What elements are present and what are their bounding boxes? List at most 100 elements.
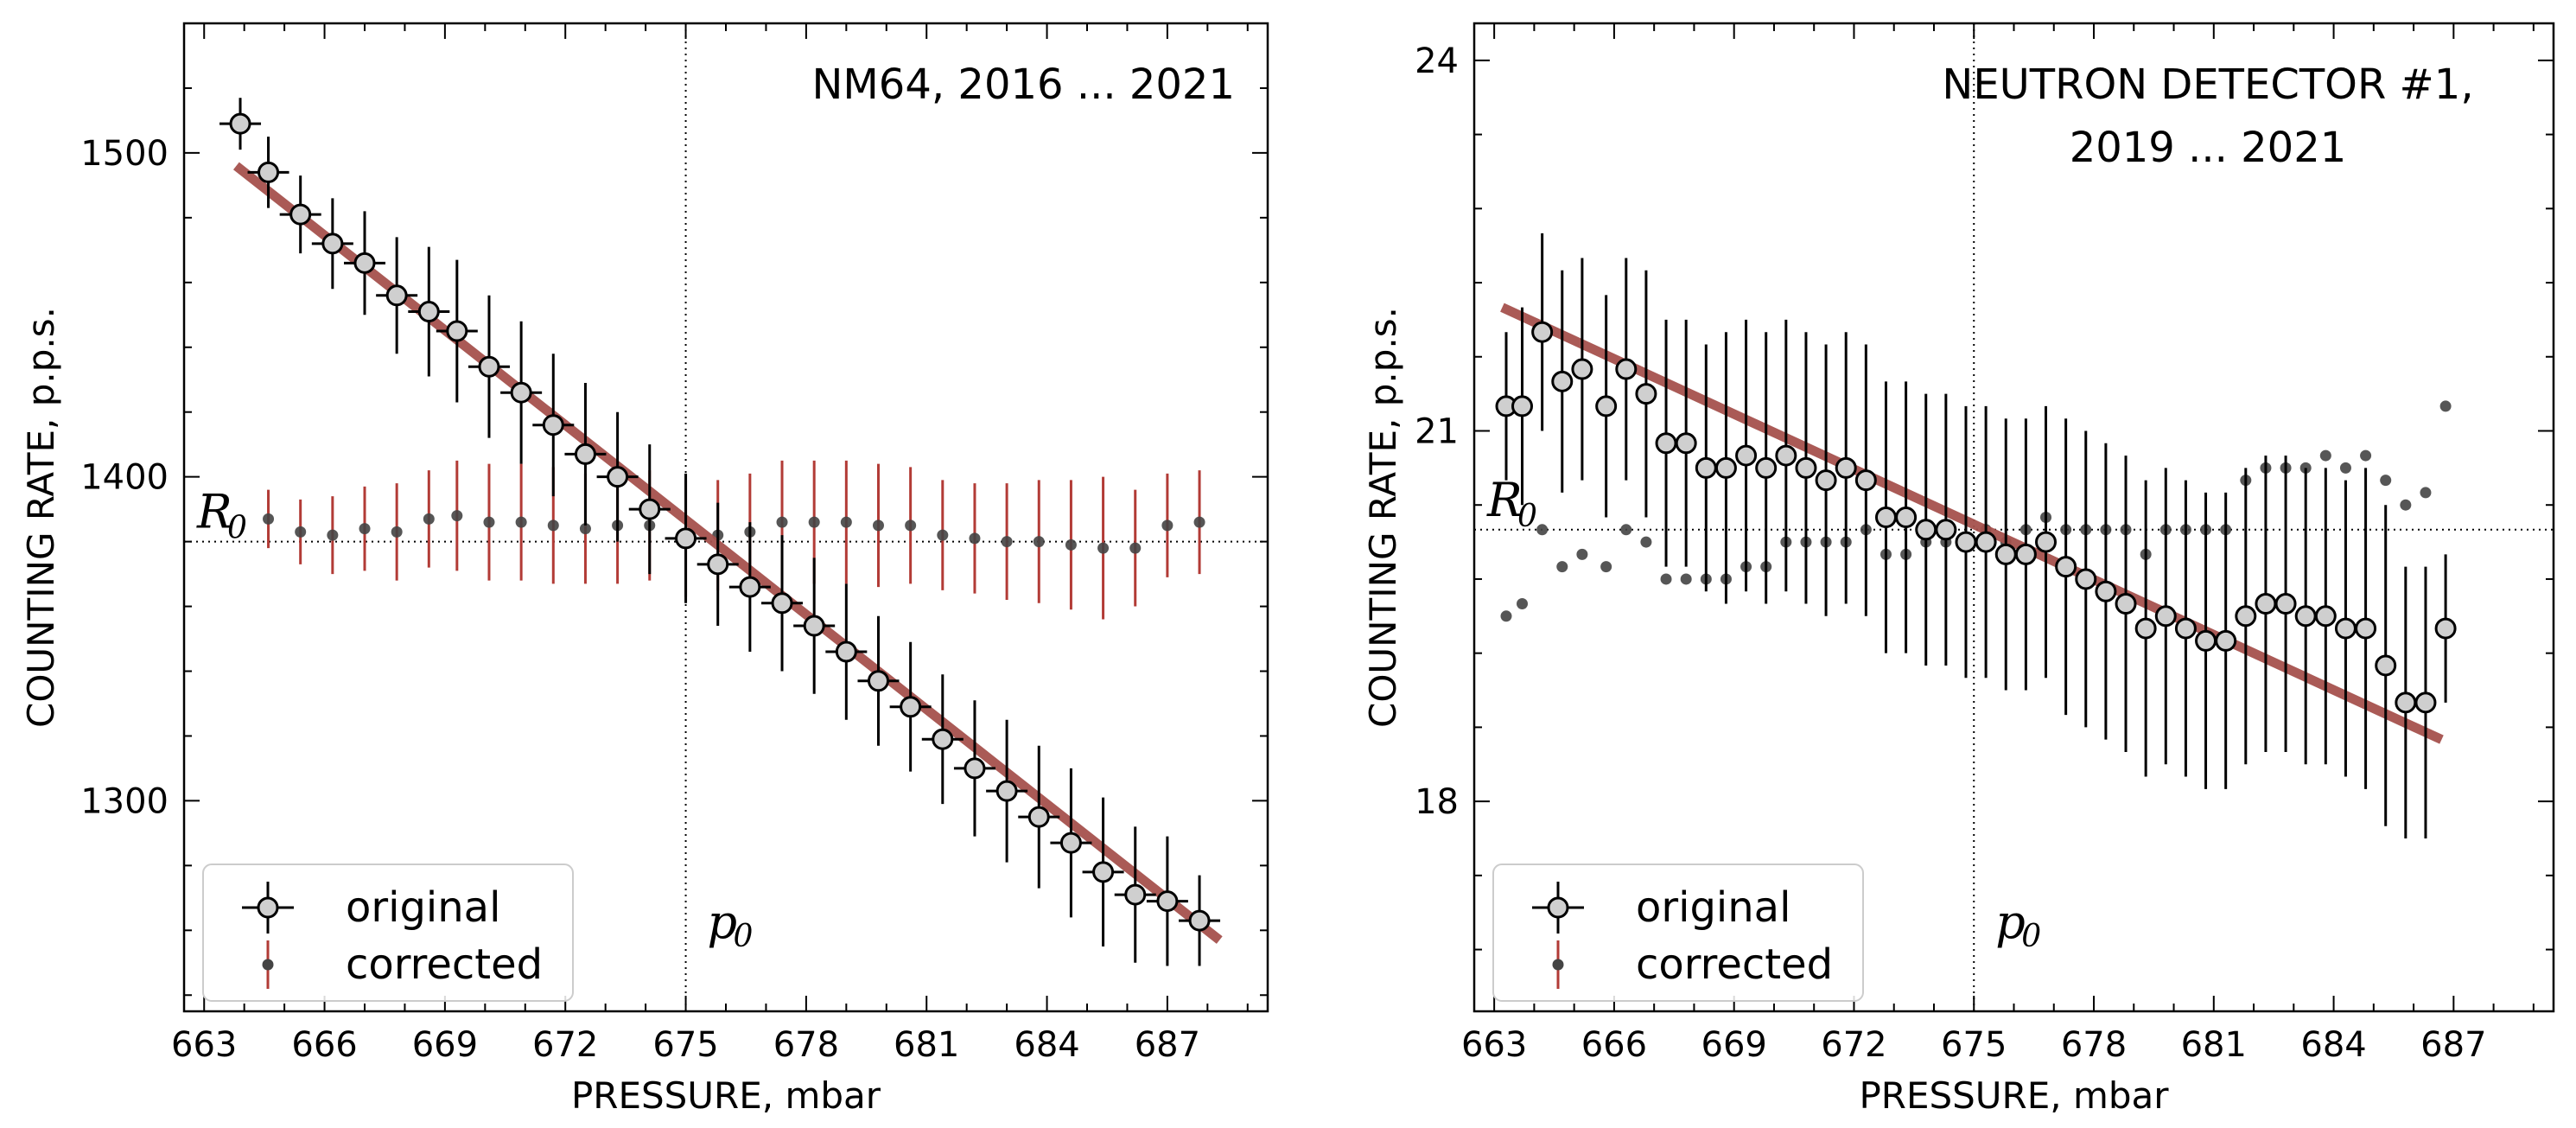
right-corrected-point <box>1620 524 1632 536</box>
right-original-point <box>2115 593 2137 615</box>
left-plot-area <box>219 98 1223 966</box>
left-xtick-label: 678 <box>773 1025 839 1065</box>
right-original-point <box>2055 556 2077 578</box>
right-x-axis-label: PRESSURE, mbar <box>1859 1074 2169 1117</box>
right-corrected-point <box>2400 499 2412 511</box>
left-corrected-point <box>451 510 463 522</box>
left-original-point <box>1059 832 1082 854</box>
right-original-point <box>1571 358 1593 380</box>
right-original-point <box>2174 617 2197 640</box>
left-original-point <box>607 466 629 488</box>
left-original-point <box>1188 909 1211 932</box>
left-corrected-point <box>327 529 339 541</box>
right-xtick-label: 684 <box>2300 1025 2366 1065</box>
right-original-point <box>2014 543 2037 565</box>
right-original-point <box>2035 531 2058 553</box>
left-corrected-point <box>483 516 495 528</box>
left-xtick-label: 666 <box>291 1025 357 1065</box>
right-xtick-label: 672 <box>1821 1025 1886 1065</box>
right-original-point <box>1955 531 1977 553</box>
left-xtick-label: 681 <box>894 1025 959 1065</box>
left-legend-box <box>202 864 574 1002</box>
right-ref-y-sub: 0 <box>1517 499 1537 534</box>
right-corrected-point <box>1680 573 1692 585</box>
left-corrected-point <box>579 523 591 535</box>
right-corrected-point <box>1500 610 1512 622</box>
left-legend-corrected-label: corrected <box>346 940 543 989</box>
right-original-point <box>2274 593 2297 615</box>
right-y-axis-label: COUNTING RATE, p.p.s. <box>1362 307 1404 728</box>
right-xtick-label: 666 <box>1581 1025 1647 1065</box>
right-original-point <box>2195 629 2217 652</box>
left-corrected-point <box>359 523 371 535</box>
left-original-point <box>867 670 889 692</box>
left-original-point <box>932 728 954 750</box>
right-xtick-label: 663 <box>1461 1025 1527 1065</box>
right-original-point <box>2255 593 2277 615</box>
right-plot-area <box>1495 233 2457 838</box>
right-original-point <box>1874 507 1897 528</box>
left-corrected-point <box>547 519 559 532</box>
left-original-point <box>1124 883 1147 906</box>
left-corrected-point <box>872 519 884 532</box>
right-original-point <box>2434 617 2457 640</box>
right-original-point <box>2235 605 2257 628</box>
left-corrected-point <box>808 516 820 528</box>
left-ytick-label: 1300 <box>80 781 169 821</box>
right-panel-neutron-detector: 663 666 669 672 675 678 681 684 687 18 21 24 PRESSUR… <box>1362 22 2555 1117</box>
left-original-point <box>446 320 468 342</box>
right-original-point <box>1675 432 1697 455</box>
left-original-point <box>321 233 344 255</box>
right-corrected-point <box>2339 462 2351 474</box>
right-xtick-label: 678 <box>2061 1025 2127 1065</box>
right-corrected-point <box>1576 548 1588 560</box>
right-ytick-label: 21 <box>1415 411 1459 451</box>
left-original-point <box>478 355 500 378</box>
left-original-point <box>417 301 440 323</box>
left-panel-nm64: 663 666 669 672 675 678 681 684 687 1300 1400 1500 P… <box>20 22 1269 1117</box>
left-corrected-point <box>1001 536 1013 548</box>
left-corrected-point <box>905 519 917 532</box>
right-original-point <box>1775 444 1797 467</box>
right-ref-x-label: p <box>1995 895 2026 949</box>
right-legend-box <box>1492 864 1864 1002</box>
left-corrected-point <box>1161 519 1174 532</box>
left-original-point <box>803 615 825 637</box>
left-corrected-point <box>1033 536 1045 548</box>
right-original-point <box>2314 605 2337 628</box>
right-xtick-label: 681 <box>2181 1025 2247 1065</box>
right-original-point <box>1895 507 1918 528</box>
right-original-point <box>1595 395 1618 417</box>
right-corrected-point <box>2380 475 2392 487</box>
left-corrected-point <box>391 526 403 538</box>
right-corrected-point <box>1600 561 1612 573</box>
left-corrected-point <box>515 516 527 528</box>
right-ytick-label: 24 <box>1415 41 1459 81</box>
right-original-point <box>1975 531 1997 553</box>
right-original-point <box>1635 383 1657 405</box>
right-axes-frame <box>1472 22 2555 1013</box>
left-legend-original-label: original <box>346 883 500 932</box>
right-original-point <box>2294 605 2317 628</box>
left-ytick-label: 1500 <box>80 134 169 174</box>
left-legend-corrected-marker <box>262 959 274 971</box>
right-original-point <box>2095 580 2117 602</box>
right-original-point <box>2355 617 2377 640</box>
right-corrected-point <box>2439 400 2452 412</box>
left-ref-x-label: p <box>708 895 738 949</box>
left-original-point <box>995 780 1018 802</box>
right-original-point <box>1835 456 1857 479</box>
right-original-point <box>1795 456 1817 479</box>
left-ref-x-sub: 0 <box>734 919 754 954</box>
left-corrected-point <box>776 516 788 528</box>
left-corrected-point <box>295 526 307 538</box>
right-legend-corrected-label: corrected <box>1636 940 1833 989</box>
left-original-point <box>1027 806 1050 828</box>
right-corrected-point <box>2319 449 2331 462</box>
right-legend-original-label: original <box>1636 883 1790 932</box>
left-xtick-label: 663 <box>171 1025 237 1065</box>
right-corrected-point <box>2360 449 2372 462</box>
right-panel-title-line: 2019 ... 2021 <box>2070 124 2347 172</box>
left-original-point <box>574 443 596 465</box>
